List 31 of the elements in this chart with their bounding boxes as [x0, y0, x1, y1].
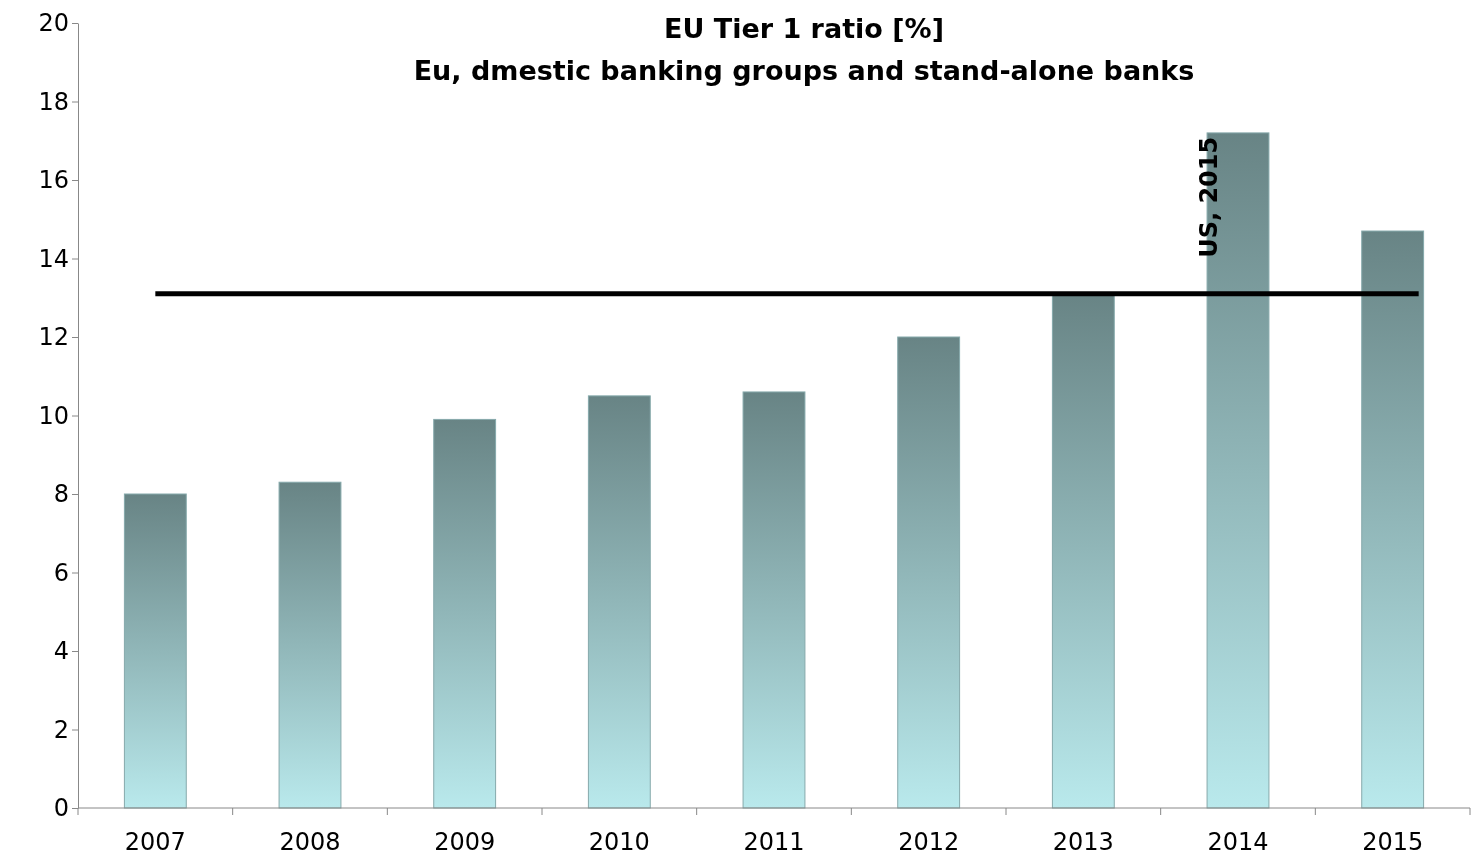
y-tick-label: 4	[53, 637, 69, 666]
bar	[123, 493, 187, 809]
bar	[897, 336, 961, 809]
x-tick-label: 2014	[1207, 828, 1269, 856]
y-tick-label: 16	[38, 166, 69, 195]
x-tick-label: 2010	[588, 828, 650, 856]
x-tick-label: 2015	[1362, 828, 1424, 856]
x-tick-label: 2009	[434, 828, 496, 856]
y-tick-label: 20	[38, 9, 69, 38]
chart-title: EU Tier 1 ratio [%]	[663, 13, 945, 44]
y-tick-label: 12	[38, 323, 69, 352]
bar	[433, 418, 497, 809]
x-tick-label: 2011	[743, 828, 805, 856]
y-tick-label: 10	[38, 401, 69, 430]
x-tick-label: 2008	[279, 828, 341, 856]
y-tick-label: 2	[53, 715, 69, 744]
x-tick-label: 2007	[124, 828, 186, 856]
bar	[278, 481, 342, 809]
y-tick-label: 14	[38, 244, 69, 273]
bar	[587, 395, 651, 809]
y-tick-label: 8	[53, 480, 69, 509]
y-tick-label: 0	[53, 794, 69, 823]
x-tick-label: 2012	[898, 828, 960, 856]
bar	[1051, 293, 1115, 809]
y-tick-label: 18	[38, 87, 69, 116]
y-tick-label: 6	[53, 558, 69, 587]
x-tick-label: 2013	[1052, 828, 1114, 856]
bar	[1361, 230, 1425, 809]
bar	[742, 391, 806, 809]
text: Eu, dmestic banking groups and stand-alone banks	[413, 55, 1195, 86]
ref-line-label: US, 2015	[1195, 136, 1223, 258]
